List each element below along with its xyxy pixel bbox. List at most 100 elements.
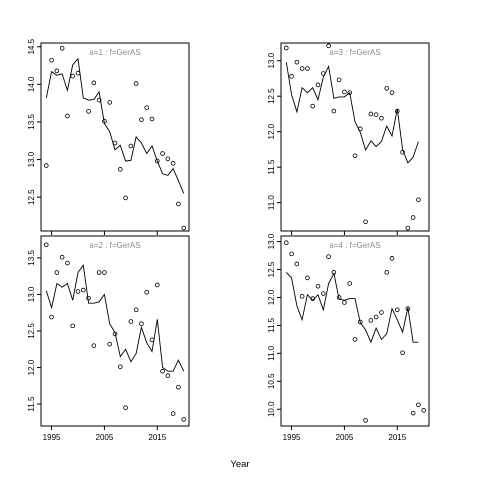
- fitted-line: [45, 57, 185, 194]
- observed-point: [373, 314, 379, 320]
- observed-point: [357, 126, 363, 132]
- observed-point: [336, 295, 342, 300]
- observed-point: [368, 318, 374, 323]
- y-tick-label: 11.5: [267, 159, 276, 175]
- observed-point: [86, 295, 91, 301]
- observed-point: [347, 90, 353, 95]
- observed-point: [102, 118, 107, 124]
- observed-point: [416, 197, 421, 203]
- fitted-line: [45, 264, 185, 372]
- observed-point: [149, 116, 155, 122]
- x-tick-label: 2015: [148, 433, 166, 442]
- x-tick-label: 1995: [43, 433, 61, 442]
- observed-point: [352, 153, 358, 159]
- y-tick-label: 13.0: [27, 286, 36, 302]
- panel-4: a=4 : f=GerAS 10.0 10.5 11.0 11.5 12.0 12.5 13.…: [267, 233, 430, 442]
- observed-point: [283, 240, 289, 246]
- panel-frame: [40, 42, 190, 232]
- panel-2: a=3 : f=GerAS 11.0 11.5 12.0 12.5 13.0: [267, 42, 430, 235]
- observed-point: [96, 97, 102, 103]
- y-tick-label: 14.5: [27, 38, 36, 54]
- observed-point: [326, 254, 331, 259]
- observed-point: [289, 251, 294, 257]
- observed-point: [331, 270, 337, 275]
- observed-point: [405, 225, 411, 231]
- y-tick-label: 10.0: [267, 401, 276, 417]
- observed-point: [128, 143, 134, 149]
- observed-point: [384, 270, 390, 275]
- observed-point: [133, 307, 139, 313]
- observed-point: [112, 140, 118, 146]
- observed-point: [54, 270, 60, 275]
- fitted-line: [285, 271, 419, 344]
- observed-point: [181, 417, 187, 422]
- observed-point: [320, 71, 326, 76]
- observed-point: [107, 341, 113, 347]
- panel-frame: [40, 235, 190, 427]
- observed-point: [294, 261, 300, 267]
- observed-point: [320, 291, 326, 296]
- x-tick-label: 2005: [96, 433, 114, 442]
- observed-point: [91, 343, 97, 348]
- observed-point: [363, 418, 368, 423]
- observed-point: [144, 105, 150, 110]
- panel-title: a=3 : f=GerAS: [329, 48, 380, 57]
- observed-point: [86, 109, 91, 114]
- observed-point: [96, 270, 102, 275]
- panel-title: a=2 : f=GerAS: [89, 241, 140, 250]
- observed-point: [43, 163, 49, 168]
- observed-point: [65, 260, 70, 266]
- observed-point: [410, 215, 416, 220]
- observed-point: [305, 66, 310, 71]
- y-tick-label: 13.0: [267, 52, 276, 68]
- observed-point: [176, 384, 181, 390]
- observed-point: [112, 331, 118, 337]
- y-tick-label: 12.0: [267, 123, 276, 139]
- observed-point: [128, 319, 134, 324]
- observed-point: [91, 80, 97, 86]
- y-tick-label: 12.5: [27, 189, 36, 205]
- observed-point: [326, 43, 331, 49]
- x-axis-label: Year: [230, 459, 249, 470]
- observed-point: [170, 411, 176, 416]
- observed-point: [389, 256, 395, 261]
- observed-point: [117, 167, 123, 172]
- observed-point: [394, 307, 400, 313]
- observed-point: [294, 59, 300, 65]
- observed-point: [368, 111, 374, 117]
- observed-point: [347, 281, 353, 286]
- observed-point: [283, 45, 289, 51]
- y-tick-label: 13.0: [27, 151, 36, 167]
- observed-point: [75, 70, 81, 76]
- observed-point: [65, 113, 70, 119]
- observed-point: [336, 77, 342, 83]
- observed-point: [59, 254, 65, 260]
- observed-point: [80, 287, 86, 293]
- observed-point: [139, 117, 144, 123]
- observed-point: [49, 57, 54, 63]
- observed-point: [133, 81, 139, 86]
- observed-point: [149, 337, 155, 343]
- observed-point: [160, 368, 165, 374]
- observed-point: [160, 151, 165, 156]
- y-tick-label: 14.0: [27, 76, 36, 92]
- observed-point: [165, 373, 171, 378]
- observed-point: [107, 100, 113, 105]
- observed-point: [102, 270, 107, 275]
- y-tick-label: 11.5: [267, 317, 276, 333]
- observed-point: [170, 161, 176, 166]
- observed-point: [144, 289, 150, 295]
- observed-point: [342, 300, 347, 305]
- observed-point: [289, 74, 294, 79]
- observed-point: [389, 90, 395, 95]
- y-tick-label: 13.0: [267, 233, 276, 249]
- observed-point: [299, 66, 305, 71]
- observed-point: [352, 337, 358, 342]
- observed-point: [70, 73, 76, 79]
- observed-point: [75, 289, 81, 294]
- panel-1: a=1 : f=GerAS 12.5 13.0 13.5 14.0 14.5: [27, 38, 190, 235]
- observed-point: [123, 405, 128, 411]
- panel-title: a=4 : f=GerAS: [329, 241, 380, 250]
- y-tick-label: 11.5: [27, 396, 36, 412]
